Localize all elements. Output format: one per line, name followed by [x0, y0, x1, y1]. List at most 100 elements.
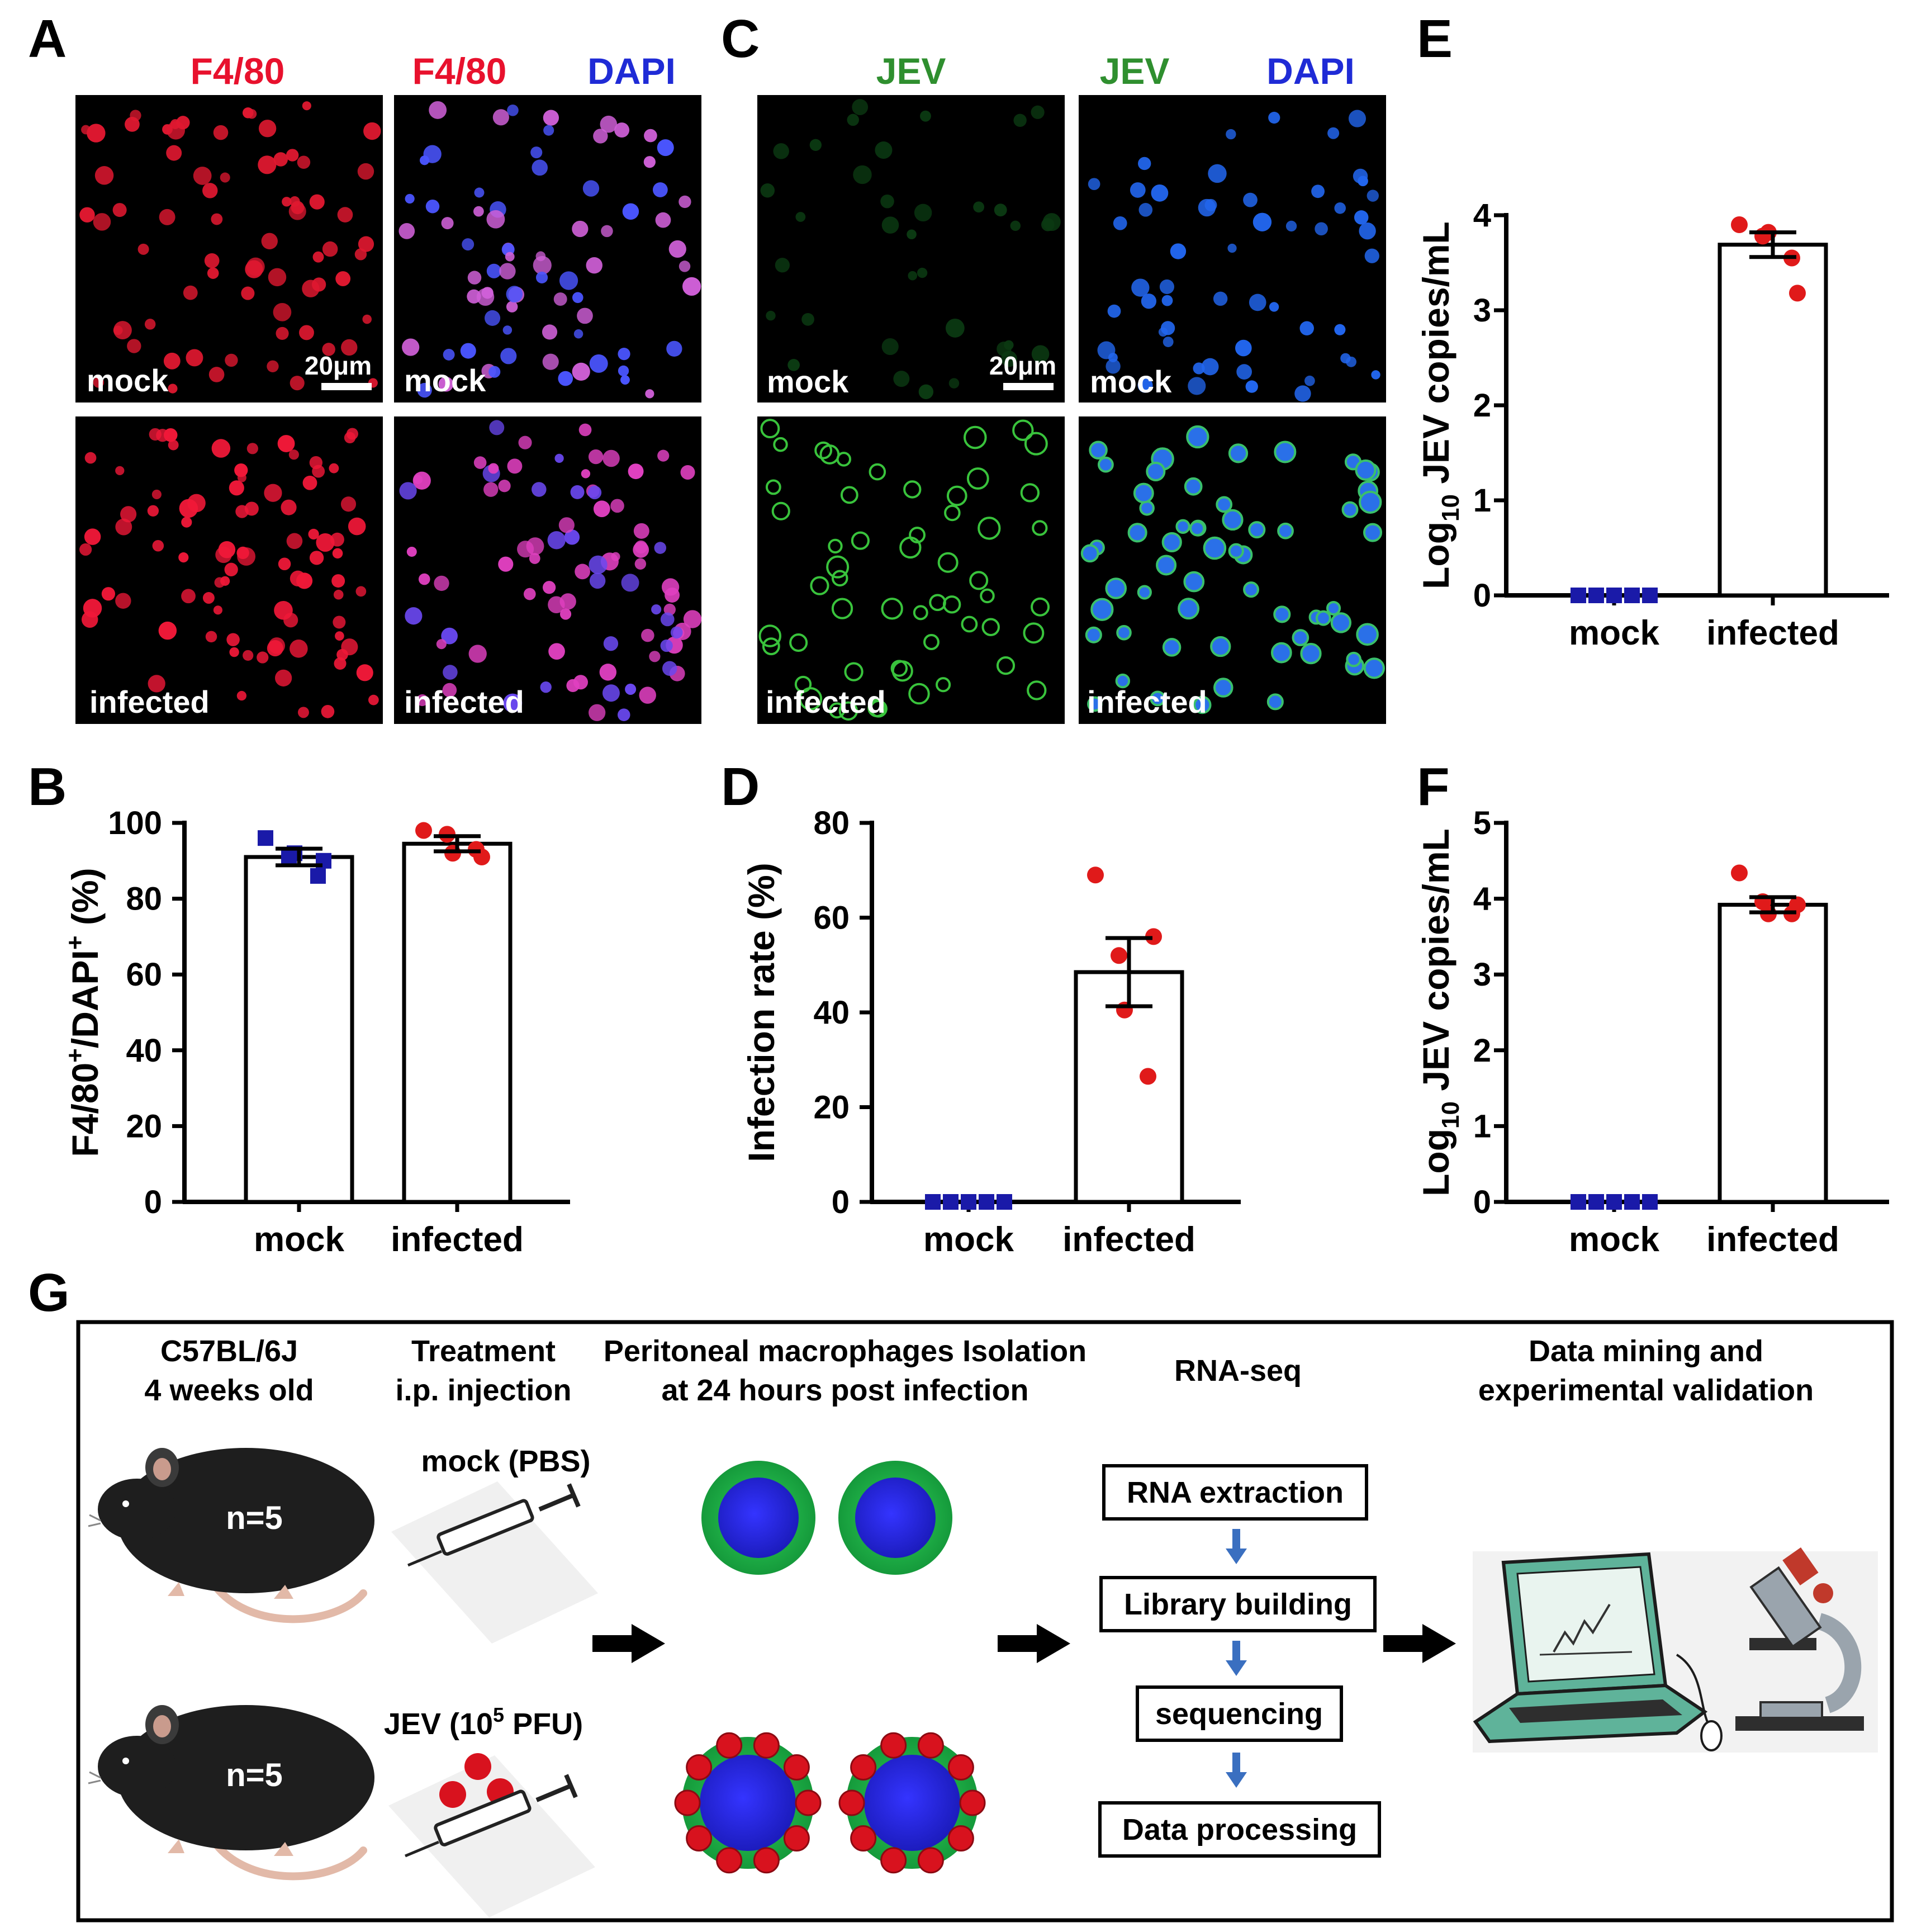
- y-tick-label: 40: [126, 1033, 162, 1069]
- cell-dot: [115, 518, 132, 536]
- micrograph-c-infected-jev: [757, 416, 1065, 724]
- panel-letter-b: B: [28, 757, 67, 817]
- cell-dot: [1081, 545, 1098, 562]
- cell-dot: [1294, 385, 1311, 402]
- col3-title-line1: Peritoneal macrophages Isolation: [604, 1334, 1087, 1368]
- cell-ring: [1315, 610, 1331, 626]
- cell-dot: [1131, 278, 1150, 297]
- cell-dot: [291, 201, 305, 215]
- cell-dot: [1130, 182, 1146, 198]
- cell-ring: [1080, 544, 1099, 563]
- y-axis-label-part: F4/80: [64, 1063, 106, 1157]
- cell-dot: [682, 277, 701, 296]
- cell-dot: [398, 223, 415, 239]
- panel-a-scale-bar-label: 20μm: [305, 351, 372, 380]
- cell-ring: [1127, 523, 1147, 543]
- y-axis-label-part: Log: [1415, 522, 1456, 589]
- cell-dot: [787, 359, 800, 371]
- cell-dot: [654, 542, 667, 554]
- cell-dot: [1244, 583, 1258, 597]
- cell-dot: [1249, 522, 1265, 538]
- cell-dot: [1367, 190, 1379, 202]
- x-tick-label: mock: [923, 1220, 1014, 1259]
- cell-dot: [617, 708, 630, 722]
- cell-dot: [542, 581, 556, 594]
- cell-ring: [1162, 638, 1182, 657]
- cell-dot: [276, 326, 289, 340]
- cell-dot: [183, 285, 198, 300]
- cell-dot: [503, 693, 523, 713]
- y-axis-label: Infection rate (%): [741, 863, 782, 1162]
- cell-ring: [760, 419, 780, 439]
- x-tick-label: infected: [1062, 1220, 1195, 1259]
- y-tick-label: 100: [108, 805, 162, 841]
- y-tick-label: 0: [1473, 577, 1491, 614]
- cell-dot: [438, 376, 454, 392]
- cell-ring: [1105, 577, 1127, 599]
- y-axis-label-part: 10: [1437, 494, 1464, 522]
- cell-dot: [473, 456, 487, 469]
- cell-ring: [1027, 680, 1047, 700]
- cell-dot: [618, 365, 629, 377]
- cell-ring: [765, 479, 781, 495]
- cell-ring: [1183, 571, 1205, 593]
- cell-dot: [1316, 611, 1330, 625]
- cell-dot: [917, 267, 928, 278]
- chart-d-infection-rate: 0 20 40 60 80 mock infected Infection rate (%): [741, 805, 1241, 1259]
- cell-dot: [643, 156, 656, 168]
- cell-dot: [245, 260, 263, 278]
- cell-ring: [829, 702, 846, 719]
- cell-dot: [680, 465, 695, 480]
- cell-ring: [891, 660, 913, 682]
- cell-ring: [1090, 598, 1114, 621]
- cell-dot: [358, 236, 374, 252]
- cell-ring: [1116, 624, 1132, 641]
- micrograph-c-mock-jev: [757, 95, 1065, 402]
- cell-dot: [120, 506, 137, 523]
- cell-dot: [649, 651, 661, 662]
- cell-dot: [486, 263, 501, 278]
- cell-dot: [1360, 491, 1381, 513]
- cell-dot: [1163, 337, 1174, 347]
- y-tick-label: 20: [813, 1090, 850, 1126]
- cell-dot: [548, 643, 565, 660]
- cell-dot: [505, 252, 515, 262]
- cell-dot: [775, 258, 790, 273]
- cell-dot: [147, 505, 159, 517]
- macrophage-icon-infected-1: [674, 1732, 822, 1874]
- bar-infected: [1074, 970, 1184, 1204]
- virus-particle: [716, 1847, 743, 1874]
- col1-title-line2: 4 weeks old: [144, 1374, 314, 1407]
- panel-a-label-infected-right: infected: [404, 684, 524, 719]
- cell-ring: [1277, 522, 1294, 539]
- mouse-icon-jev: [88, 1705, 374, 1881]
- panel-letter-a: A: [28, 9, 67, 69]
- panel-c-label-infected-left: infected: [766, 684, 886, 719]
- cell-dot: [1299, 321, 1314, 336]
- cell-dot: [1304, 375, 1315, 386]
- col1-title-line1: C57BL/6J: [160, 1334, 298, 1368]
- virus-particle: [674, 1789, 701, 1816]
- cell-dot: [308, 528, 319, 540]
- panel-a-header-left: F4/80: [191, 50, 285, 92]
- cell-dot: [443, 665, 458, 680]
- virus-particle: [838, 1789, 865, 1816]
- data-point-infected: [1140, 1068, 1156, 1085]
- cell-dot: [660, 639, 673, 652]
- cell-dot: [406, 546, 417, 557]
- cell-dot: [1086, 627, 1101, 642]
- cell-dot: [1097, 341, 1116, 359]
- x-tick-label: infected: [391, 1220, 524, 1259]
- cell-dot: [112, 203, 127, 217]
- virus-particle: [880, 1732, 907, 1759]
- cell-dot: [1364, 659, 1384, 678]
- cell-dot: [1285, 220, 1297, 232]
- cell-dot: [84, 452, 97, 464]
- cell-dot: [548, 596, 565, 613]
- cell-ring: [1023, 622, 1045, 644]
- col3-title-line2: at 24 hours post infection: [661, 1374, 1028, 1407]
- cell-dot: [1001, 351, 1017, 367]
- y-tick-label: 3: [1473, 292, 1491, 329]
- step-arrow-icon-1: [1226, 1529, 1247, 1564]
- cell-ring: [1085, 626, 1102, 643]
